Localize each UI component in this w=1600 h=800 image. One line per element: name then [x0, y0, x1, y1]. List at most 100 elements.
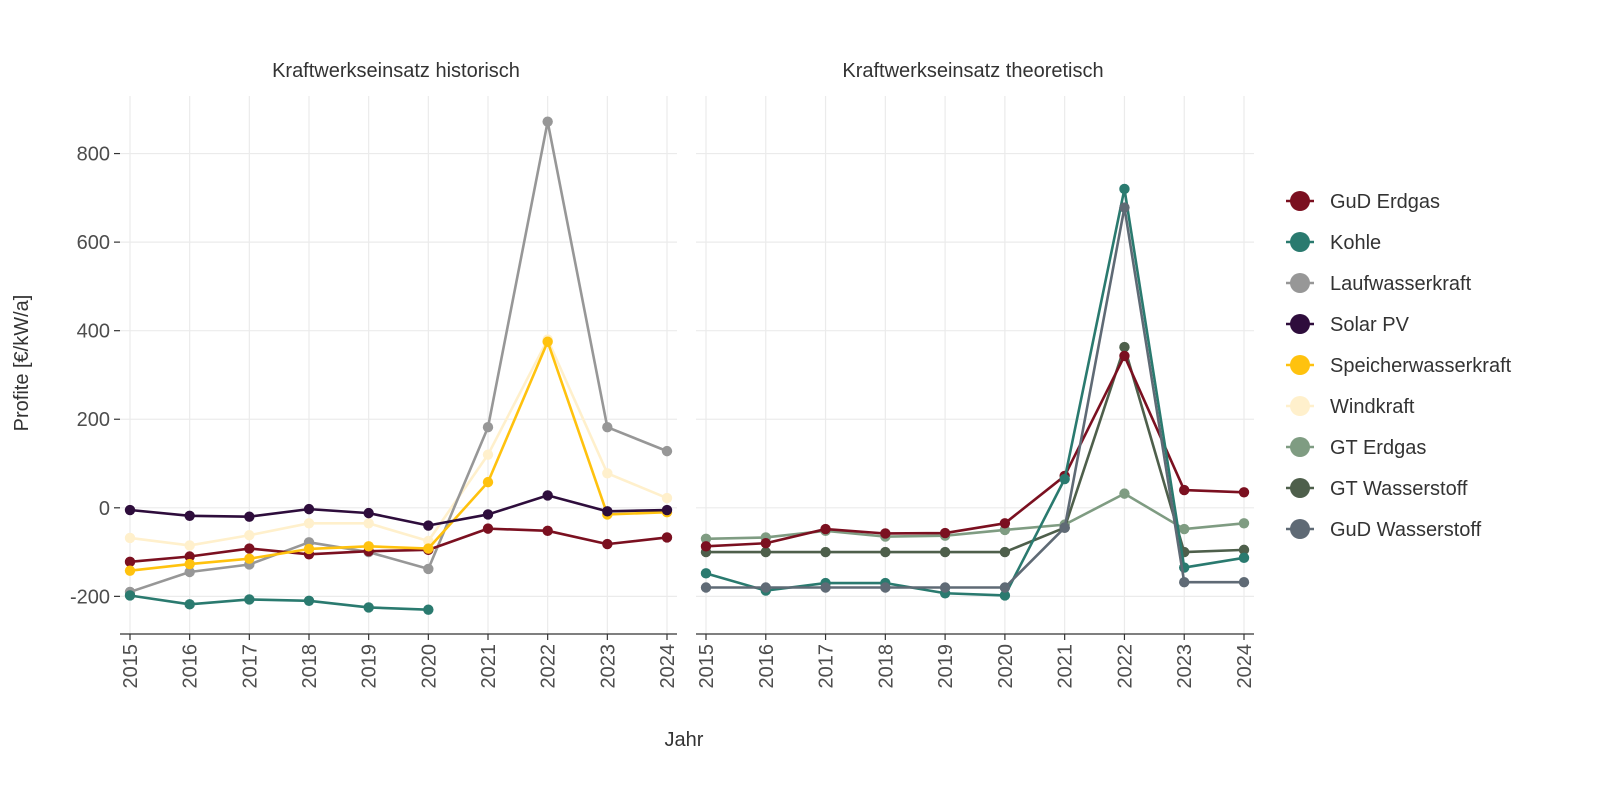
- legend-label: GT Erdgas: [1330, 437, 1426, 459]
- legend-label: Solar PV: [1330, 314, 1410, 336]
- y-axis-title: Profite [€/kW/a]: [11, 295, 33, 432]
- x-tick-label: 2015: [696, 644, 718, 689]
- series-line: [129, 594, 429, 611]
- y-tick-label: 600: [77, 232, 110, 254]
- data-point: [602, 506, 613, 517]
- x-axis-theoretisch: 2015 2016 2017 2018 2019 2020 2021 2022 2023 2024: [696, 633, 1256, 689]
- data-point: [184, 510, 195, 521]
- data-point: [124, 590, 136, 601]
- data-point: [1179, 484, 1190, 496]
- data-point: [700, 541, 712, 552]
- y-axis: -200 0 200 400 600 800: [70, 144, 120, 608]
- data-point: [184, 599, 195, 610]
- data-point: [124, 504, 136, 516]
- gridlines-theoretisch: [696, 96, 1254, 634]
- legend-key-point: [1290, 232, 1310, 252]
- data-point: [602, 538, 613, 550]
- data-point: [1059, 473, 1070, 485]
- data-point: [661, 504, 673, 516]
- x-tick-label: 2018: [875, 644, 897, 689]
- x-tick-label: 2016: [180, 644, 202, 689]
- data-point: [1119, 183, 1130, 195]
- data-point: [1119, 488, 1130, 499]
- data-point: [542, 525, 553, 537]
- legend-label: Laufwasserkraft: [1330, 273, 1472, 295]
- data-point: [820, 582, 831, 593]
- data-point: [542, 336, 553, 347]
- data-point: [602, 468, 613, 479]
- data-point: [880, 528, 891, 539]
- data-point: [700, 568, 712, 579]
- series-line: [129, 494, 668, 527]
- data-point: [820, 523, 831, 535]
- series-line: [705, 492, 1245, 541]
- data-point: [244, 511, 255, 522]
- data-point: [244, 530, 255, 541]
- x-tick-label: 2022: [538, 644, 560, 689]
- y-tick-label: 200: [77, 409, 110, 431]
- data-point: [482, 523, 494, 534]
- data-point: [1238, 576, 1250, 588]
- data-point: [1238, 518, 1250, 529]
- data-point: [1179, 576, 1190, 588]
- series-line: [129, 527, 668, 564]
- data-point: [1238, 552, 1250, 564]
- data-point: [482, 509, 494, 520]
- data-point: [760, 546, 771, 558]
- series-solar-pv: [124, 490, 673, 531]
- panel-title-historisch: Kraftwerkseinsatz historisch: [272, 60, 520, 82]
- data-point: [542, 490, 553, 501]
- data-point: [363, 541, 374, 552]
- legend-item-solar-pv: Solar PV: [1286, 314, 1410, 336]
- x-tick-label: 2019: [935, 644, 957, 689]
- legend-item-windkraft: Windkraft: [1286, 396, 1415, 418]
- data-point: [880, 582, 891, 593]
- data-point: [999, 546, 1011, 558]
- data-point: [423, 563, 434, 575]
- x-tick-label: 2018: [299, 644, 321, 689]
- data-point: [303, 518, 315, 529]
- x-tick-label: 2016: [756, 644, 778, 689]
- legend-key-point: [1290, 314, 1310, 334]
- data-point: [184, 551, 195, 562]
- legend-key-point: [1290, 396, 1310, 416]
- x-tick-label: 2017: [816, 644, 838, 689]
- data-point: [303, 503, 315, 515]
- y-tick-label: -200: [70, 586, 110, 608]
- data-point: [939, 527, 951, 539]
- x-tick-label: 2022: [1114, 644, 1136, 689]
- legend-key-point: [1290, 519, 1310, 539]
- data-point: [363, 602, 374, 613]
- legend-item-gud-erdgas: GuD Erdgas: [1286, 191, 1440, 213]
- series-line: [705, 354, 1245, 548]
- data-point: [423, 543, 434, 554]
- series-historisch: [124, 116, 673, 615]
- data-point: [423, 520, 434, 531]
- data-point: [363, 507, 374, 519]
- data-point: [939, 546, 951, 558]
- legend-key-point: [1290, 191, 1310, 211]
- series-theoretisch: [700, 183, 1250, 601]
- x-tick-label: 2021: [1055, 644, 1077, 689]
- x-tick-label: 2024: [1234, 644, 1256, 689]
- panel-title-theoretisch: Kraftwerkseinsatz theoretisch: [842, 60, 1103, 82]
- data-point: [244, 553, 255, 564]
- x-tick-label: 2023: [597, 644, 619, 689]
- data-point: [602, 422, 613, 433]
- series-gud-erdgas: [700, 350, 1250, 552]
- series-line: [706, 206, 1244, 589]
- data-point: [820, 546, 831, 558]
- data-point: [1238, 487, 1250, 498]
- x-tick-label: 2019: [359, 644, 381, 689]
- legend-key-point: [1290, 273, 1310, 293]
- series-gud-wasserstoff: [700, 202, 1250, 593]
- data-point: [303, 595, 315, 606]
- gridlines-historisch: [120, 96, 677, 634]
- data-point: [1119, 350, 1130, 362]
- data-point: [184, 566, 195, 578]
- data-point: [1119, 341, 1130, 353]
- data-point: [700, 582, 712, 593]
- x-tick-label: 2020: [995, 644, 1017, 689]
- data-point: [700, 533, 712, 544]
